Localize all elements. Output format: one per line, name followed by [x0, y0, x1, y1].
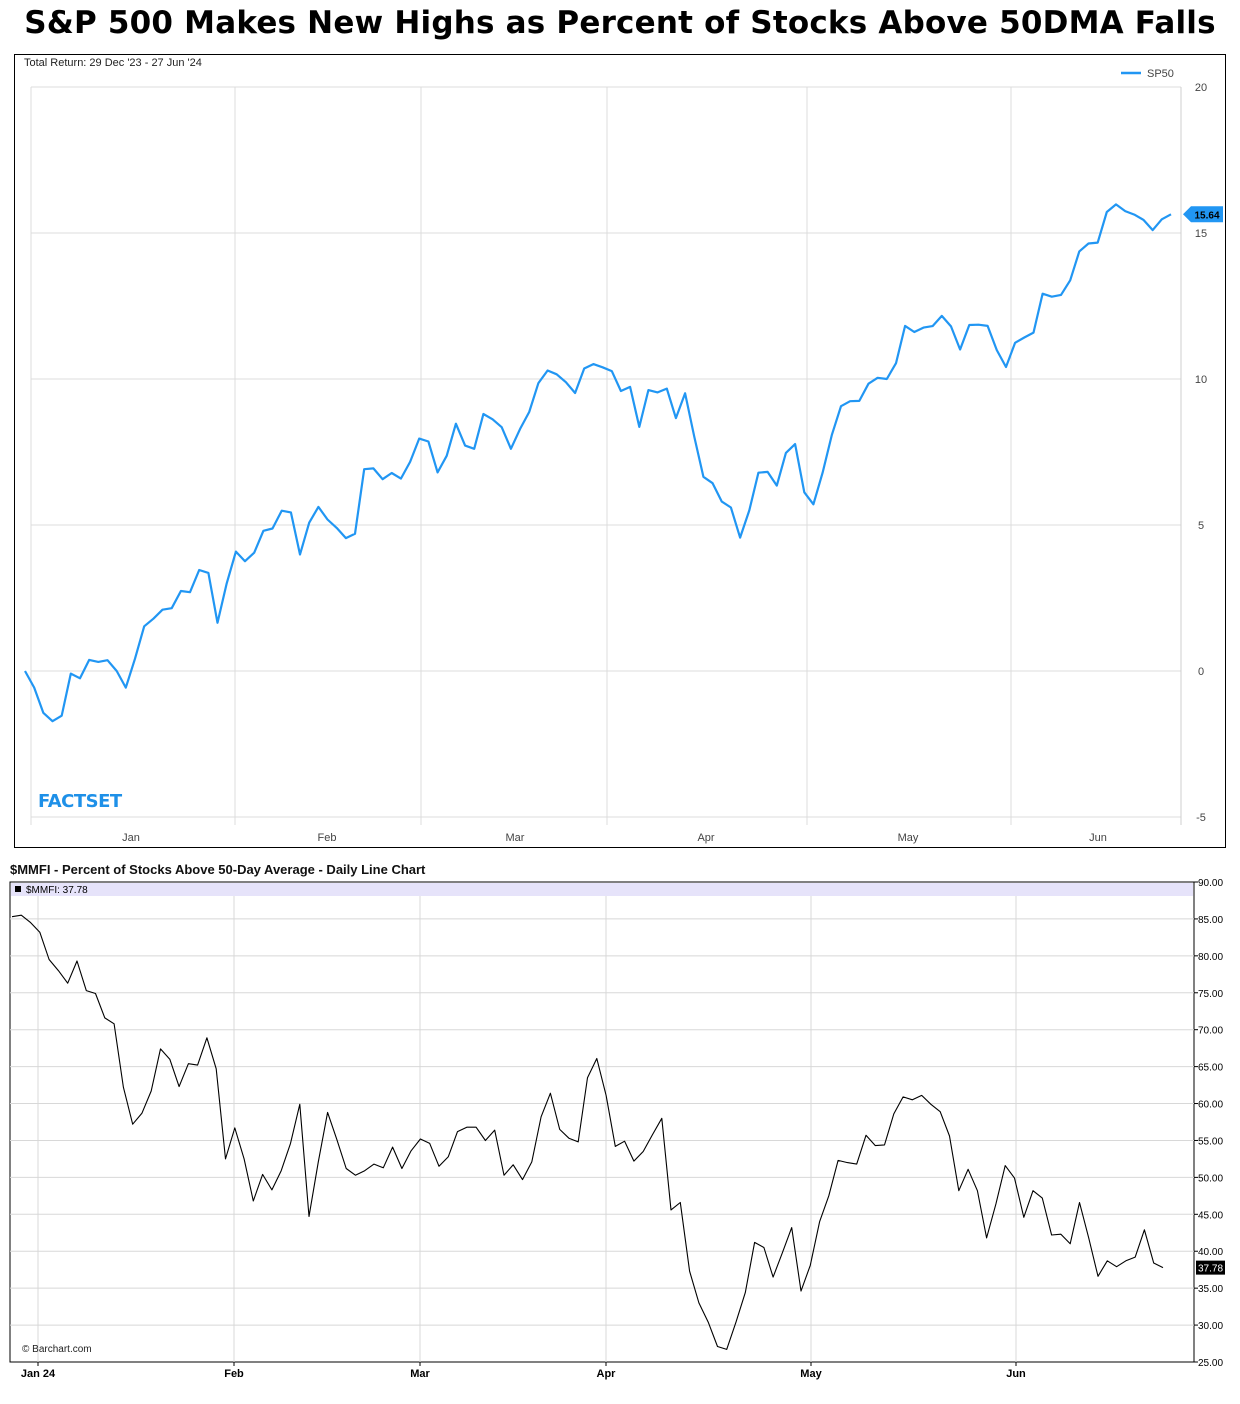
y-tick-label: 60.00 [1198, 1100, 1223, 1111]
y-tick-label: 45.00 [1198, 1210, 1223, 1221]
x-tick-label: May [800, 1368, 822, 1380]
y-tick-label: 55.00 [1198, 1136, 1223, 1147]
last-value-flag [1183, 206, 1223, 223]
barchart-credit: © Barchart.com [22, 1344, 92, 1355]
y-tick-label: 70.00 [1198, 1026, 1223, 1037]
last-value-label: 37.78 [1198, 1264, 1223, 1275]
x-tick-label: Jan [122, 832, 140, 844]
mmfi-chart-title: $MMFI - Percent of Stocks Above 50-Day A… [10, 862, 426, 877]
y-tick-label: 15 [1195, 228, 1207, 240]
sp500-line-chart: 20 15 10 5 0 -5 Jan Feb Mar Apr May Jun SP50 15.64 [24, 68, 1223, 844]
sp500-chart-subtitle: Total Return: 29 Dec '23 - 27 Jun '24 [24, 57, 202, 69]
x-tick-label: Apr [697, 832, 714, 844]
y-tick-label: 40.00 [1198, 1247, 1223, 1258]
y-tick-label: 10 [1195, 374, 1207, 386]
y-tick-label: 85.00 [1198, 915, 1223, 926]
x-tick-label: May [898, 832, 919, 844]
last-value-box [1196, 1260, 1225, 1275]
x-tick-label: Jun [1006, 1368, 1026, 1380]
x-tick-label: Feb [318, 832, 337, 844]
mmfi-legend-band [11, 883, 1193, 896]
y-tick-label: 35.00 [1198, 1284, 1223, 1295]
mmfi-plot-area [9, 881, 1195, 1363]
y-tick-label: -5 [1196, 812, 1206, 824]
mmfi-series-line [11, 914, 1164, 1350]
y-tick-label: 5 [1198, 520, 1204, 532]
x-tick-label: Apr [597, 1368, 617, 1380]
x-tick-label: Feb [224, 1368, 244, 1380]
y-tick-label: 20 [1195, 82, 1207, 94]
legend-label-sp50: SP50 [1147, 68, 1174, 80]
y-tick-label: 90.00 [1198, 878, 1223, 889]
y-tick-label: 80.00 [1198, 952, 1223, 963]
sp500-chart-panel: 20 15 10 5 0 -5 Jan Feb Mar Apr May Jun SP50 15.64 To… [14, 54, 1226, 848]
factset-logo: FACTSET [38, 791, 122, 812]
x-tick-label: Jan 24 [21, 1368, 56, 1380]
y-tick-label: 30.00 [1198, 1321, 1223, 1332]
y-tick-label: 75.00 [1198, 989, 1223, 1000]
legend-swatch-mmfi [15, 886, 21, 892]
y-tick-label: 65.00 [1198, 1063, 1223, 1074]
x-tick-label: Mar [506, 832, 525, 844]
y-tick-label: 25.00 [1198, 1358, 1223, 1369]
sp50-series-line [24, 203, 1172, 723]
y-tick-label: 0 [1198, 666, 1204, 678]
y-tick-label: 50.00 [1198, 1173, 1223, 1184]
chart-title: S&P 500 Makes New Highs as Percent of St… [24, 5, 1216, 41]
x-tick-label: Jun [1089, 832, 1107, 844]
legend-label-mmfi: $MMFI: 37.78 [26, 885, 88, 896]
x-tick-label: Mar [410, 1368, 430, 1380]
last-value-label: 15.64 [1194, 210, 1219, 221]
